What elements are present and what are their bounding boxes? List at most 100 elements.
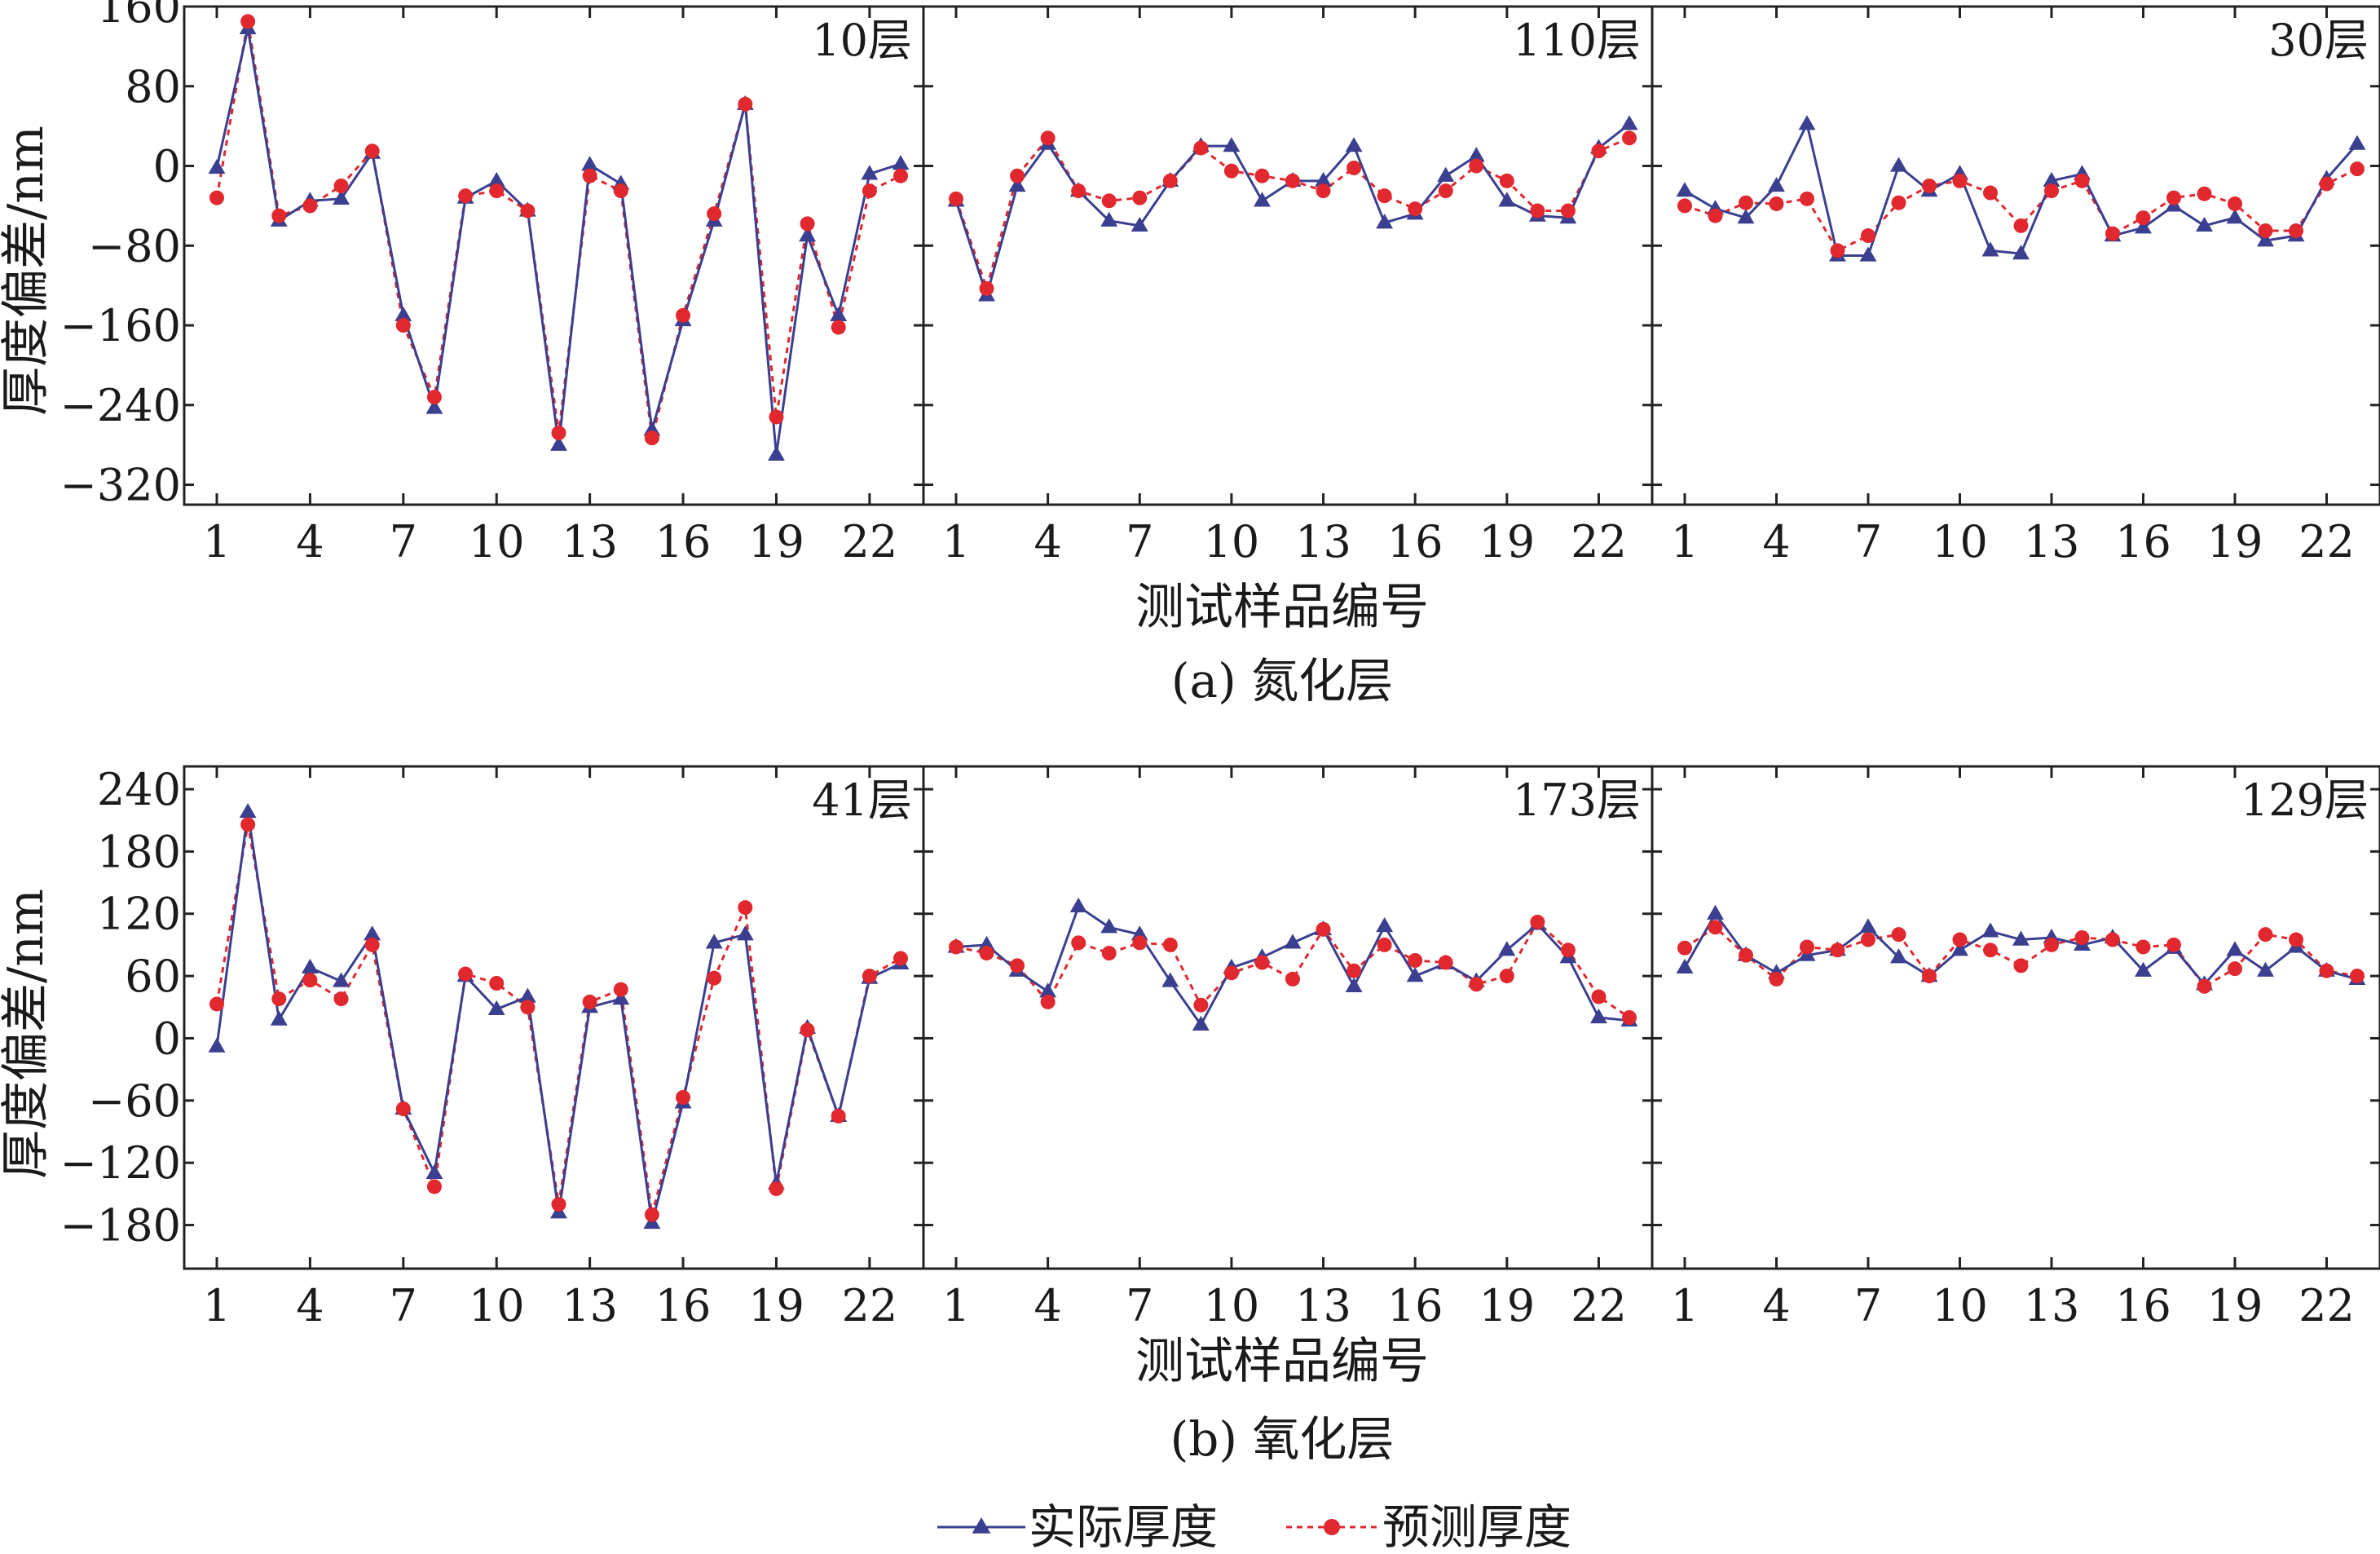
predicted-point (489, 183, 505, 199)
actual-point (239, 803, 257, 819)
y-tick-label: −160 (60, 300, 181, 351)
actual-point (1130, 925, 1148, 941)
predicted-point (2074, 930, 2090, 945)
actual-point (394, 306, 412, 321)
y-tick-label: −120 (60, 1137, 181, 1189)
predicted-point (644, 1207, 659, 1222)
predicted-point (271, 991, 287, 1007)
x-tick-label: 22 (1571, 516, 1627, 567)
predicted-point (644, 430, 659, 446)
actual-point (1798, 115, 1816, 130)
actual-point (861, 165, 879, 180)
x-tick-label: 7 (1854, 1280, 1882, 1331)
predicted-point (1800, 191, 1814, 206)
predicted-point (707, 206, 722, 222)
actual-point (1498, 192, 1516, 207)
actual-point (1039, 982, 1057, 998)
predicted-point (1560, 203, 1576, 219)
predicted-point (582, 994, 597, 1009)
y-tick-label: −320 (60, 460, 181, 511)
actual-point (581, 156, 599, 171)
actual-point (1223, 137, 1241, 152)
actual-line (954, 123, 1630, 300)
x-tick-label: 22 (2298, 1280, 2355, 1331)
x-tick-label: 10 (1204, 516, 1260, 567)
x-tick-label: 19 (1479, 1280, 1535, 1331)
x-tick-label: 16 (2115, 1280, 2171, 1331)
predicted-point (1377, 188, 1392, 204)
x-tick-label: 4 (1034, 516, 1061, 567)
x-tick-label: 13 (2024, 1280, 2080, 1331)
actual-point (1376, 917, 1394, 933)
predicted-point (1377, 937, 1392, 952)
y-tick-label: −180 (60, 1200, 181, 1252)
predicted-point (949, 939, 963, 955)
x-tick-label: 7 (1126, 516, 1153, 567)
actual-point (612, 990, 630, 1005)
x-tick-label: 1 (942, 1280, 970, 1331)
predicted-point (333, 178, 349, 193)
predicted-point (1591, 143, 1606, 159)
predicted-point (949, 191, 963, 206)
predicted-point (364, 937, 380, 952)
predicted-point (831, 320, 846, 335)
x-tick-label: 19 (2207, 1280, 2263, 1331)
actual-point (1707, 904, 1724, 920)
actual-point (1981, 241, 1999, 257)
x-tick-label: 22 (842, 1280, 898, 1331)
predicted-point (2105, 932, 2120, 947)
predicted-point (2166, 190, 2181, 205)
panel-173层: 1 4 7 10 13 16 19 22 173层 (922, 765, 1654, 1331)
predicted-point (979, 946, 994, 961)
y-tick-label: 120 (97, 889, 181, 940)
predicted-point (364, 143, 380, 159)
x-tick-label: 13 (1295, 1280, 1351, 1331)
predicted-point (426, 1179, 442, 1194)
predicted-point (1101, 193, 1117, 209)
predicted-point (551, 426, 566, 441)
predicted-point (1346, 963, 1362, 978)
x-tick-label: 10 (469, 1280, 525, 1331)
predicted-point (2350, 969, 2365, 984)
x-tick-label: 19 (748, 516, 804, 567)
actual-point (1315, 171, 1332, 187)
actual-point (1590, 1009, 1607, 1024)
actual-point (270, 1010, 288, 1026)
actual-line (955, 904, 1630, 1027)
x-tick-label: 1 (203, 1280, 231, 1331)
predicted-point (1438, 183, 1453, 199)
actual-point (1676, 182, 1694, 197)
panel-frame (183, 765, 925, 1270)
predicted-point (1469, 977, 1484, 992)
predicted-point (613, 183, 628, 199)
predicted-point (1010, 958, 1025, 973)
predicted-point (1101, 946, 1117, 961)
actual-point (1890, 948, 1907, 964)
panel-10层: 1 4 7 10 13 16 19 22 10层 (183, 5, 925, 567)
legend-actual-marker (972, 1517, 991, 1534)
actual-point (425, 399, 443, 414)
predicted-point (2228, 196, 2242, 211)
legend-predicted-marker (1324, 1519, 1340, 1535)
predicted-point (1162, 937, 1178, 952)
predicted-point (1708, 920, 1723, 935)
actual-point (2348, 135, 2366, 150)
predicted-point (1162, 173, 1178, 188)
predicted-point (1408, 201, 1423, 217)
actual-point (425, 1163, 443, 1180)
x-tick-label: 4 (1762, 1280, 1790, 1331)
panel-label: 173层 (1513, 775, 1641, 826)
predicted-point (2350, 161, 2365, 177)
x-tick-label: 22 (842, 516, 898, 567)
x-tick-label: 22 (1571, 1280, 1627, 1331)
x-tick-label: 1 (1671, 516, 1699, 567)
predicted-point (2013, 958, 2029, 973)
predicted-point (893, 168, 908, 183)
actual-point (2226, 941, 2244, 956)
predicted-point (862, 969, 877, 984)
predicted-point (302, 198, 318, 214)
predicted-point (1285, 971, 1300, 987)
predicted-point (1071, 183, 1086, 199)
